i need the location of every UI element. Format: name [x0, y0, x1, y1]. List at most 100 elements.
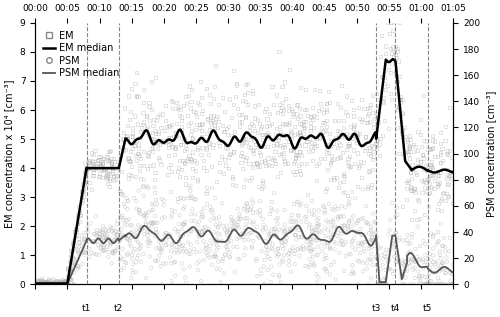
Point — [312, 237, 320, 243]
Point — [369, 134, 377, 139]
Point — [296, 132, 304, 137]
Point — [441, 282, 449, 287]
Point — [398, 269, 406, 274]
Point — [426, 164, 434, 169]
Point — [276, 108, 284, 113]
Point — [215, 215, 223, 220]
Point — [222, 223, 230, 228]
Point — [370, 243, 378, 249]
Point — [134, 247, 142, 252]
Point — [77, 189, 85, 194]
Point — [374, 282, 382, 287]
Point — [360, 246, 368, 251]
Point — [434, 169, 442, 174]
Point — [113, 237, 121, 242]
Point — [266, 123, 274, 128]
Point — [210, 241, 218, 246]
Point — [318, 249, 326, 254]
Point — [293, 152, 301, 157]
Point — [334, 230, 342, 235]
Point — [182, 219, 190, 224]
Point — [396, 74, 404, 79]
Point — [225, 254, 233, 259]
Point — [421, 180, 429, 185]
Point — [428, 145, 436, 150]
Point — [183, 196, 191, 201]
Point — [121, 221, 129, 226]
Point — [336, 154, 344, 159]
Point — [388, 97, 396, 102]
Point — [384, 266, 392, 271]
Point — [116, 214, 124, 219]
Point — [61, 279, 69, 284]
Point — [217, 279, 225, 284]
Point — [118, 145, 126, 150]
Point — [290, 251, 298, 256]
Point — [39, 282, 47, 287]
Point — [176, 249, 184, 254]
Point — [274, 215, 282, 220]
Point — [108, 237, 116, 242]
Point — [263, 116, 271, 121]
Point — [434, 238, 442, 243]
Point — [98, 161, 106, 166]
Point — [292, 156, 300, 161]
Point — [280, 247, 287, 252]
Point — [364, 106, 372, 111]
Point — [194, 222, 202, 227]
Point — [366, 148, 374, 153]
Text: t5: t5 — [423, 304, 432, 313]
Point — [88, 250, 96, 255]
Point — [71, 260, 79, 265]
Point — [412, 247, 420, 252]
Point — [310, 141, 318, 146]
Point — [198, 95, 205, 100]
Point — [352, 230, 360, 235]
Point — [66, 259, 74, 264]
Point — [131, 232, 139, 237]
Point — [395, 237, 403, 242]
Point — [152, 258, 160, 263]
Point — [96, 163, 104, 168]
Point — [322, 234, 330, 239]
Point — [278, 132, 286, 137]
Point — [186, 248, 194, 253]
Point — [230, 224, 237, 229]
Point — [132, 69, 140, 74]
Point — [222, 163, 230, 168]
Point — [307, 140, 315, 145]
Point — [272, 126, 280, 132]
Point — [142, 226, 150, 231]
Point — [174, 165, 182, 170]
Point — [329, 217, 337, 223]
Point — [150, 233, 158, 238]
Point — [65, 282, 73, 287]
Point — [270, 158, 278, 163]
Point — [101, 232, 109, 237]
Point — [314, 224, 322, 229]
Point — [334, 185, 342, 190]
Point — [154, 155, 162, 160]
Point — [42, 282, 50, 287]
Point — [308, 117, 316, 122]
Point — [398, 129, 406, 134]
Point — [420, 259, 428, 264]
Point — [176, 213, 184, 218]
Point — [167, 122, 175, 127]
Point — [180, 160, 188, 165]
Point — [196, 249, 204, 254]
Point — [91, 148, 99, 153]
Point — [199, 108, 207, 113]
Point — [308, 226, 316, 231]
Point — [124, 237, 132, 242]
Point — [399, 274, 407, 279]
Point — [296, 168, 304, 173]
Point — [152, 227, 160, 232]
Point — [296, 253, 304, 258]
Point — [246, 178, 254, 183]
Point — [421, 282, 429, 287]
Point — [281, 242, 289, 247]
Point — [144, 234, 152, 239]
Point — [60, 282, 68, 287]
Point — [337, 132, 345, 137]
